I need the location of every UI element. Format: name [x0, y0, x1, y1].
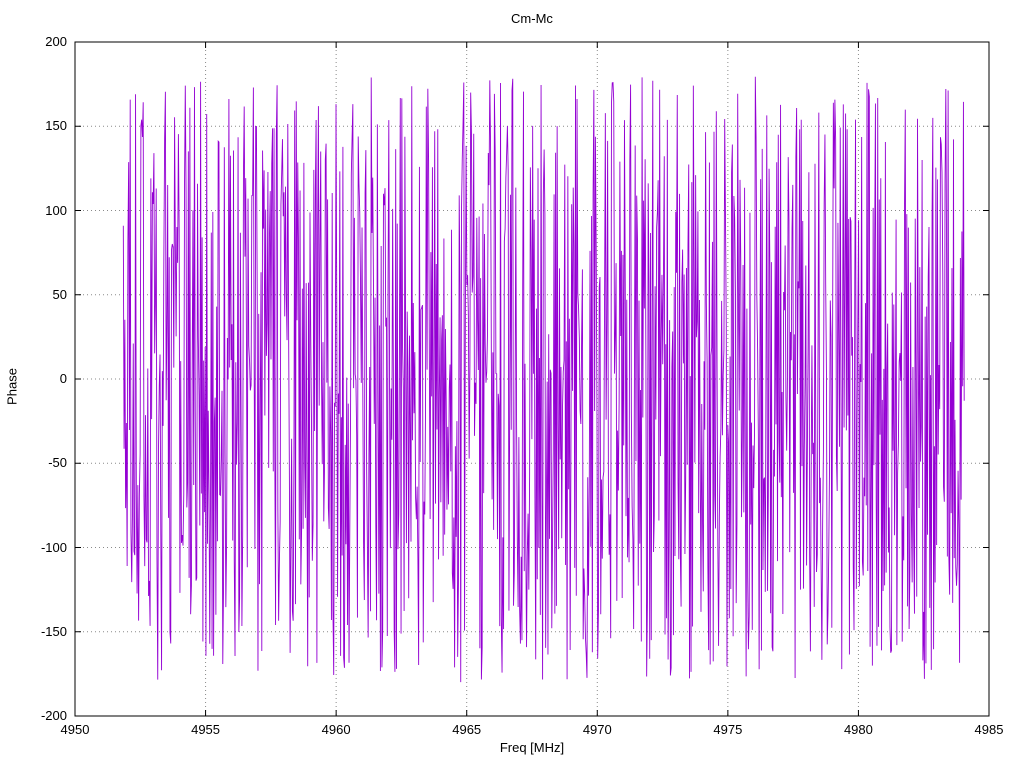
y-tick-label: -150	[40, 623, 67, 639]
y-tick-label: 200	[45, 34, 67, 49]
x-tick-label: 4985	[974, 722, 1004, 737]
y-tick-label: 50	[52, 286, 67, 302]
chart-title: Cm-Mc	[511, 11, 553, 26]
x-tick-label: 4970	[582, 722, 612, 737]
y-tick-label: 0	[59, 371, 67, 386]
x-tick-label: 4975	[713, 722, 743, 737]
x-tick-label: 4980	[843, 722, 873, 737]
x-tick-label: 4955	[191, 722, 221, 737]
y-tick-label: -100	[40, 539, 67, 555]
x-tick-label: 4965	[452, 722, 482, 737]
y-tick-label: -50	[48, 455, 67, 471]
x-tick-label: 4960	[321, 722, 351, 737]
x-axis-label: Freq [MHz]	[499, 740, 565, 755]
data-series-line	[122, 76, 965, 683]
y-tick-label: -200	[40, 708, 67, 723]
x-tick-label: 4950	[60, 722, 90, 737]
y-tick-label: 100	[45, 202, 67, 218]
y-tick-label: 150	[45, 118, 67, 134]
